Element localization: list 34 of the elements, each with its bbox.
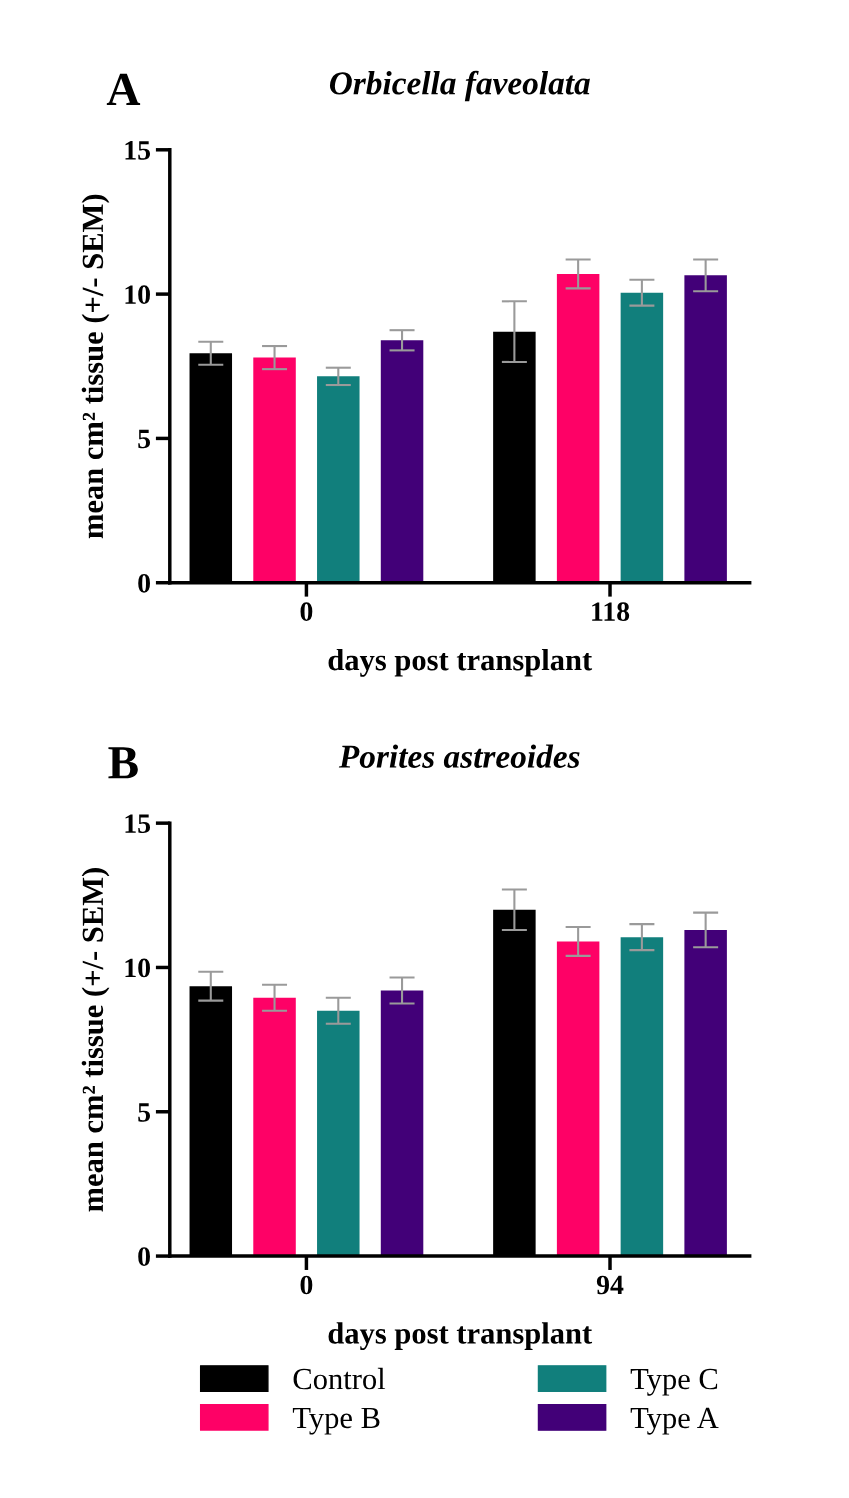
bar	[253, 997, 296, 1257]
bar	[317, 1010, 360, 1257]
bar	[253, 357, 296, 583]
y-tick-label: 10	[125, 958, 150, 978]
x-axis-title: days post transplant	[328, 648, 593, 677]
x-tick-label: 118	[592, 602, 630, 622]
x-tick-label: 94	[596, 1275, 624, 1295]
legend-label: Type B	[292, 1407, 380, 1435]
y-tick-label: 10	[125, 285, 150, 305]
chart-title: Porites astreoides	[338, 744, 580, 768]
legend-label: Control	[293, 1367, 386, 1390]
bar	[556, 941, 600, 1257]
text: A	[106, 73, 141, 105]
bar	[317, 376, 360, 583]
bar	[620, 937, 664, 1257]
bar	[556, 273, 600, 583]
chart-title: Orbicella faveolata	[329, 70, 590, 102]
y-tick-label: 15	[125, 141, 151, 160]
y-tick-label: 5	[138, 1103, 151, 1122]
bar	[684, 275, 727, 583]
bar	[380, 340, 424, 583]
bar	[620, 292, 664, 583]
bar	[684, 929, 727, 1257]
legend-label: Type C	[630, 1368, 718, 1396]
bar	[380, 990, 424, 1257]
y-tick-label: 0	[138, 1247, 150, 1266]
legend-label: Type A	[630, 1407, 719, 1435]
y-axis-title: mean cm² tissue (+/- SEM)	[81, 868, 110, 1212]
y-axis-title: mean cm² tissue (+/- SEM)	[81, 194, 110, 539]
y-tick-label: 0	[138, 573, 150, 593]
y-tick-label: 15	[125, 814, 151, 834]
x-axis-title: days post transplant	[328, 1322, 593, 1351]
y-tick-label: 5	[138, 429, 151, 449]
text: B	[108, 747, 138, 779]
